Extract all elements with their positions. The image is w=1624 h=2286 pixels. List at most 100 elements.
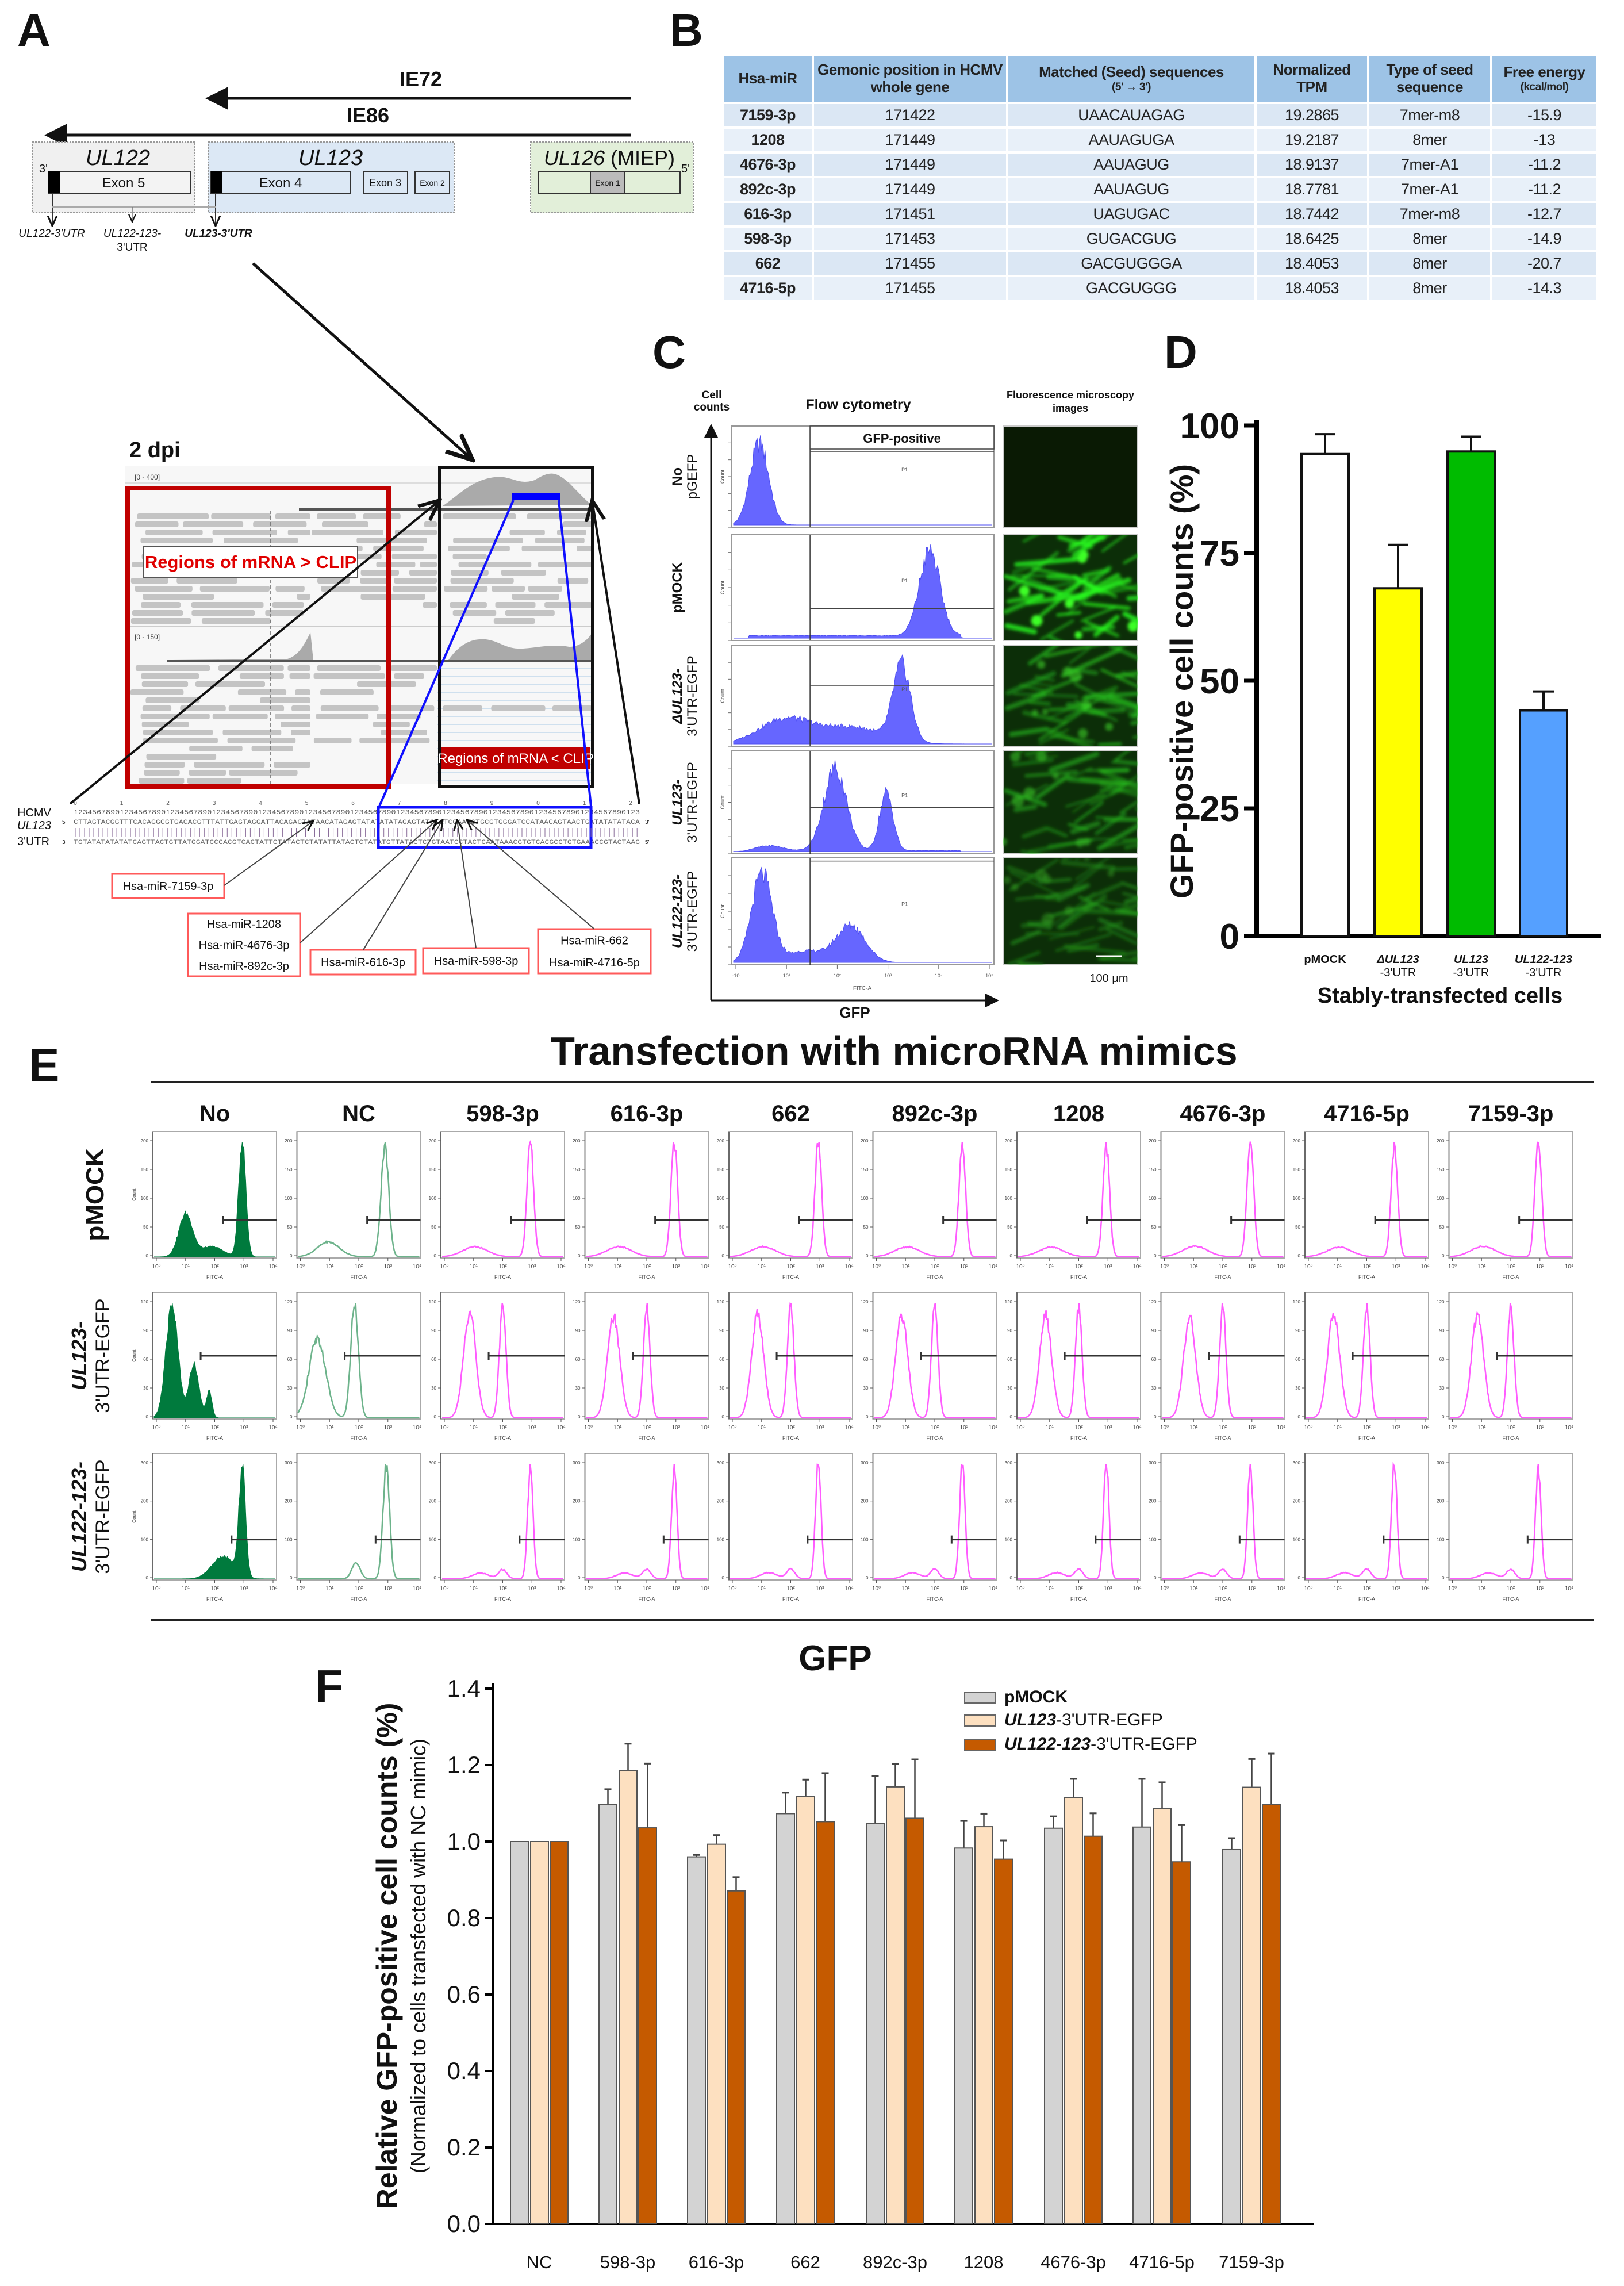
cell-process (1028, 700, 1051, 706)
e-histogram-frame (584, 1453, 709, 1581)
f-bar (796, 1796, 815, 2224)
mirna-label-box (309, 949, 417, 976)
d-category-sublabel: -3'UTR (1526, 966, 1562, 979)
gfp-histogram (733, 760, 992, 852)
e-y-tick-label: 200 (1005, 1138, 1013, 1144)
table-row: 1208 171449 AAUAGUGA 19.2187 8mer -13 (721, 126, 1599, 154)
f-legend-text: -3'UTR-EGFP (1091, 1735, 1197, 1754)
f-bar (1064, 1797, 1083, 2224)
table-cell: 18.7442 (1254, 201, 1369, 228)
cell-body (1074, 631, 1082, 639)
e-y-tick-label: 0 (1154, 1414, 1157, 1420)
e-histogram-mimic (441, 1140, 563, 1258)
igv-read (145, 530, 203, 535)
igv-read (130, 618, 191, 624)
cell-process (1082, 581, 1118, 598)
cell-body (1042, 874, 1051, 884)
table-cell: 8mer (1367, 126, 1492, 154)
e-y-tick-label: 200 (1437, 1499, 1445, 1504)
igv-read (260, 697, 310, 703)
table-cell: 892c-3p (721, 176, 814, 203)
igv-read (287, 665, 310, 671)
f-bar (1153, 1808, 1172, 2224)
e-x-tick-label: 10³ (816, 1264, 824, 1270)
igv-read (363, 513, 401, 519)
igv-read (141, 681, 189, 687)
e-x-tick-label: 10² (1507, 1264, 1515, 1270)
igv-read (505, 610, 555, 616)
cell-body (1019, 585, 1030, 597)
row-label-line1: No (670, 467, 685, 486)
e-histogram-nc (298, 1464, 420, 1580)
row-label-line2: pGEFP (685, 454, 700, 500)
e-y-tick-label: 90 (1295, 1328, 1300, 1333)
f-category-label: 7159-3p (1219, 2252, 1284, 2272)
cell-body (1010, 751, 1020, 762)
e-fitc-label: FITC-A (927, 1435, 943, 1441)
e-x-tick-label: 10⁴ (556, 1425, 565, 1431)
mirna-pointer-line (457, 820, 477, 949)
e-x-tick-label: 10⁴ (1420, 1586, 1429, 1592)
table-cell: AAUAGUGA (1006, 126, 1257, 154)
cell-body (1036, 660, 1046, 669)
table-header-cell: Type of seed sequence (1367, 53, 1492, 104)
e-histogram-nc (298, 1142, 420, 1258)
e-x-tick-label: 10³ (1536, 1425, 1545, 1431)
e-x-tick-label: 10² (1074, 1586, 1083, 1592)
e-x-tick-label: 10² (643, 1586, 651, 1592)
mirna-pointer-line (300, 820, 437, 943)
e-histogram-frame (296, 1453, 421, 1581)
e-y-tick-label: 50 (1151, 1225, 1157, 1230)
cell-process (1060, 860, 1116, 870)
cell-process (1099, 781, 1138, 798)
mrna-less-label-box (441, 747, 590, 769)
e-x-tick-label: 10² (786, 1586, 795, 1592)
igv-read (191, 602, 264, 608)
e-x-tick-label: 10⁴ (268, 1264, 277, 1270)
e-y-tick-label: 200 (573, 1138, 581, 1144)
e-y-tick-label: 90 (1151, 1328, 1157, 1333)
d-bar (1446, 450, 1496, 937)
cell-process (1067, 777, 1127, 787)
seq-ruler-digit: 1 (583, 800, 586, 807)
igv-read (563, 521, 592, 527)
cell-process (1114, 759, 1138, 766)
e-histogram-frame (1016, 1453, 1141, 1581)
cell-process (1100, 899, 1128, 907)
e-y-tick-label: 100 (1149, 1537, 1157, 1542)
igv-read (381, 730, 427, 735)
e-y-tick-label: 120 (861, 1299, 869, 1305)
mirna-name: Hsa-miR-598-3p (434, 955, 519, 968)
seq-top-strand: CTTAGTACGGTTTCACAGGCGTGACACGTTTATTGAGTAG… (74, 819, 640, 826)
cell-body (1081, 700, 1092, 710)
e-x-tick-label: 10³ (1392, 1586, 1400, 1592)
e-y-tick-label: 100 (141, 1196, 149, 1201)
mrna-less-box (438, 466, 594, 788)
cell-body (1062, 666, 1072, 677)
fluorescent-cells (1003, 858, 1138, 965)
e-y-tick-label: 120 (1149, 1299, 1157, 1305)
seq-ruler-digit: 3 (213, 800, 216, 807)
e-histogram-filled (154, 1142, 275, 1257)
e-x-tick-label: 10² (210, 1264, 219, 1270)
cell-process (1047, 702, 1083, 720)
e-x-tick-label: 10¹ (613, 1586, 622, 1592)
igv-read (552, 705, 592, 711)
igv-read (423, 602, 437, 608)
table-cell: 7159-3p (721, 102, 814, 129)
f-bar (1132, 1826, 1151, 2224)
cell-body (1032, 709, 1038, 716)
e-fitc-label: FITC-A (1215, 1435, 1231, 1441)
fluorescent-cells (1004, 646, 1138, 746)
cell-process (1122, 892, 1138, 899)
e-y-tick-label: 30 (1007, 1386, 1012, 1391)
f-category-label: 4676-3p (1041, 2252, 1106, 2272)
e-x-tick-label: 10¹ (1046, 1586, 1054, 1592)
e-y-tick-label: 200 (285, 1499, 293, 1504)
igv-read (194, 762, 265, 768)
e-histogram-frame (1160, 1453, 1285, 1581)
gfp-positive-bar-chart: GFP-positive cell counts (%) Stably-tran… (1164, 406, 1601, 1008)
table-cell: 18.4053 (1254, 275, 1369, 302)
table-cell: -13 (1490, 126, 1599, 154)
e-x-tick-label: 10² (931, 1425, 939, 1431)
